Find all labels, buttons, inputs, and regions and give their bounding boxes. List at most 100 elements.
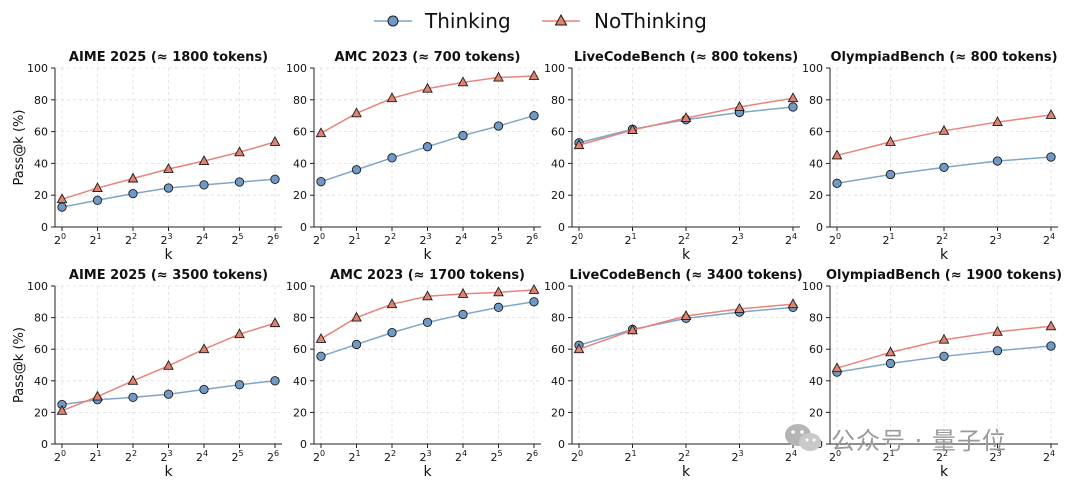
x-tick-label: 26 [267,449,279,464]
data-point-nothinking [1045,320,1057,331]
x-tick-label: 21 [882,232,894,247]
y-tick-label: 40 [551,157,565,170]
panel-2: 0 20 40 60 80 100 20 21 22 23 24 25 26 AMC 2023 (≈ 70… [286,50,541,263]
panel-title: AIME 2025 (≈ 1800 tokens) [69,50,268,65]
panel-3: 0 20 40 60 80 100 20 21 22 23 24 LiveCodeBench (≈ 8… [544,50,800,263]
data-point-nothinking [831,362,843,373]
y-tick-label: 0 [558,221,565,234]
y-tick-label: 0 [816,221,823,234]
panel-title: AMC 2023 (≈ 1700 tokens) [330,268,525,283]
legend: Thinking NoThinking [374,9,707,33]
data-point-thinking [885,169,896,180]
data-point-thinking [1046,341,1056,351]
x-tick-label: 23 [160,232,172,247]
x-tick-label: 24 [196,449,208,464]
data-point-nothinking [680,112,692,123]
x-tick-label: 24 [1043,232,1055,247]
legend-item-nothinking: NoThinking [542,9,707,33]
x-axis-label: k [423,464,432,480]
data-point-nothinking [457,76,469,87]
data-point-thinking [1046,152,1056,162]
data-point-thinking [316,177,326,187]
data-point-thinking [163,183,174,193]
data-point-thinking [992,156,1003,166]
watermark: 公众号 · 量子位 [783,420,1007,456]
x-tick-label: 20 [571,449,583,464]
data-point-thinking [351,165,362,175]
data-point-nothinking [56,404,68,415]
panel-1: 0 20 40 60 80 100 20 21 22 23 24 25 26 AIME 2025 (≈ 1… [12,50,282,263]
x-tick-label: 25 [490,449,502,464]
y-tick-label: 20 [809,406,823,419]
y-tick-label: 20 [293,189,307,202]
data-point-thinking [234,177,245,187]
data-point-nothinking [163,163,174,173]
data-point-thinking [529,111,539,121]
legend-nothinking-marker [554,13,568,26]
x-tick-label: 21 [624,232,636,247]
y-tick-label: 60 [809,126,823,139]
x-tick-label: 21 [348,449,360,464]
y-tick-label: 100 [27,62,48,75]
data-point-thinking [885,358,896,369]
x-tick-label: 21 [348,232,360,247]
y-tick-label: 0 [300,221,307,234]
data-point-thinking [199,384,209,395]
x-tick-label: 24 [785,232,797,247]
data-point-nothinking [938,333,950,344]
data-point-thinking [422,142,433,152]
x-tick-label: 24 [196,232,208,247]
x-tick-label: 21 [89,449,101,464]
y-tick-label: 40 [34,375,48,388]
x-tick-label: 20 [54,232,66,247]
data-point-nothinking [528,70,540,80]
x-tick-label: 21 [624,449,636,464]
y-tick-label: 0 [300,438,307,451]
data-point-nothinking [92,390,103,401]
y-tick-label: 40 [809,375,823,388]
y-tick-label: 60 [293,126,307,139]
data-point-thinking [199,180,209,190]
y-tick-label: 100 [27,280,48,293]
data-point-thinking [234,380,245,390]
y-tick-label: 60 [293,343,307,356]
panel-title: OlympiadBench (≈ 1900 tokens) [826,268,1062,283]
data-point-nothinking [992,325,1003,336]
y-axis-label: Pass@k (%) [12,110,27,186]
panel-title: AMC 2023 (≈ 700 tokens) [335,50,521,65]
x-tick-label: 23 [989,449,1001,464]
data-point-nothinking [422,290,433,301]
panel-4: 0 20 40 60 80 100 20 21 22 23 24 OlympiadBench (≈ 8… [802,50,1058,263]
y-tick-label: 80 [809,312,823,325]
x-tick-label: 23 [160,449,172,464]
y-tick-label: 80 [293,94,307,107]
x-axis-label: k [423,247,432,263]
data-point-nothinking [734,101,745,111]
data-point-thinking [788,102,798,112]
y-tick-label: 60 [551,343,565,356]
panel-title: OlympiadBench (≈ 800 tokens) [830,50,1057,65]
x-tick-label: 24 [455,232,467,247]
data-point-thinking [458,130,468,141]
x-tick-label: 20 [54,449,66,464]
data-point-nothinking [627,324,638,335]
y-tick-label: 60 [34,343,48,356]
x-tick-label: 20 [829,232,841,247]
legend-item-thinking: Thinking [374,9,511,33]
x-tick-label: 26 [267,232,279,247]
x-axis-label: k [940,464,949,480]
x-axis-label: k [164,464,173,480]
data-point-thinking [387,153,397,163]
x-tick-label: 20 [571,232,583,247]
y-tick-label: 80 [551,312,565,325]
y-axis-label: Pass@k (%) [12,327,27,403]
data-point-nothinking [787,92,799,103]
x-tick-label: 26 [526,449,538,464]
panel-title: LiveCodeBench (≈ 3400 tokens) [569,268,802,283]
data-point-thinking [458,309,468,320]
x-tick-label: 22 [678,232,690,247]
data-point-nothinking [938,124,950,135]
y-tick-label: 100 [544,62,565,75]
data-point-nothinking [831,149,843,160]
data-point-thinking [992,346,1003,356]
